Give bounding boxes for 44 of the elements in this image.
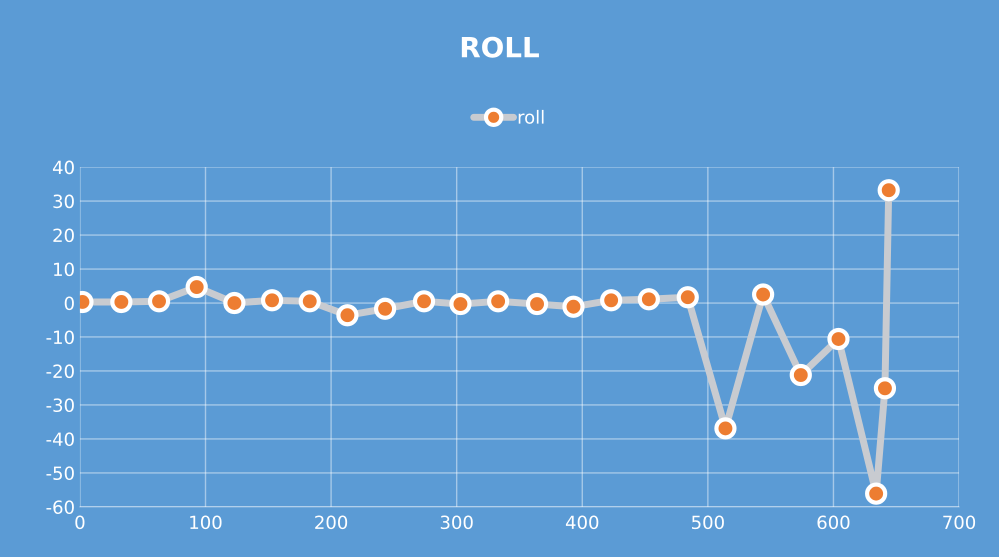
- x-tick-label: 300: [440, 516, 473, 530]
- point: [374, 298, 396, 320]
- legend-label: roll: [518, 110, 544, 124]
- x-tick-label: 100: [190, 516, 222, 530]
- point: [336, 304, 359, 326]
- point: [562, 296, 585, 318]
- point: [148, 290, 170, 312]
- point: [874, 377, 896, 400]
- point: [676, 286, 699, 308]
- y-tick-label: -40: [46, 432, 74, 446]
- y-tick-label: 0: [64, 296, 74, 310]
- y-tick-label: -10: [46, 330, 74, 344]
- x-tick-label: 700: [943, 516, 976, 530]
- x-tick-label: 400: [566, 516, 598, 530]
- point: [714, 417, 737, 440]
- point: [223, 292, 246, 314]
- y-tick-label: 20: [53, 228, 74, 242]
- x-tick-label: 600: [817, 516, 850, 530]
- point: [790, 364, 812, 386]
- y-tick-label: -60: [46, 500, 74, 514]
- point: [449, 292, 472, 316]
- point: [752, 283, 774, 306]
- point: [412, 290, 436, 312]
- point: [186, 276, 208, 298]
- x-tick-label: 500: [692, 516, 724, 530]
- point: [827, 328, 850, 350]
- point: [878, 179, 900, 202]
- point: [600, 289, 622, 312]
- point: [526, 292, 548, 316]
- x-tick-label: 0: [75, 516, 84, 530]
- y-tick-label: -20: [46, 364, 74, 378]
- y-tick-label: 40: [52, 160, 74, 174]
- chart-title: ROLL: [462, 36, 539, 58]
- point: [110, 290, 132, 314]
- point: [638, 288, 660, 310]
- y-tick-label: -50: [46, 466, 74, 480]
- point: [487, 290, 510, 312]
- y-tick-label: 30: [53, 194, 74, 208]
- x-tick-label: 200: [315, 516, 348, 530]
- y-tick-label: -30: [46, 398, 74, 412]
- point: [260, 289, 284, 312]
- y-tick-label: 10: [54, 262, 74, 276]
- point: [298, 290, 321, 312]
- point: [865, 482, 888, 505]
